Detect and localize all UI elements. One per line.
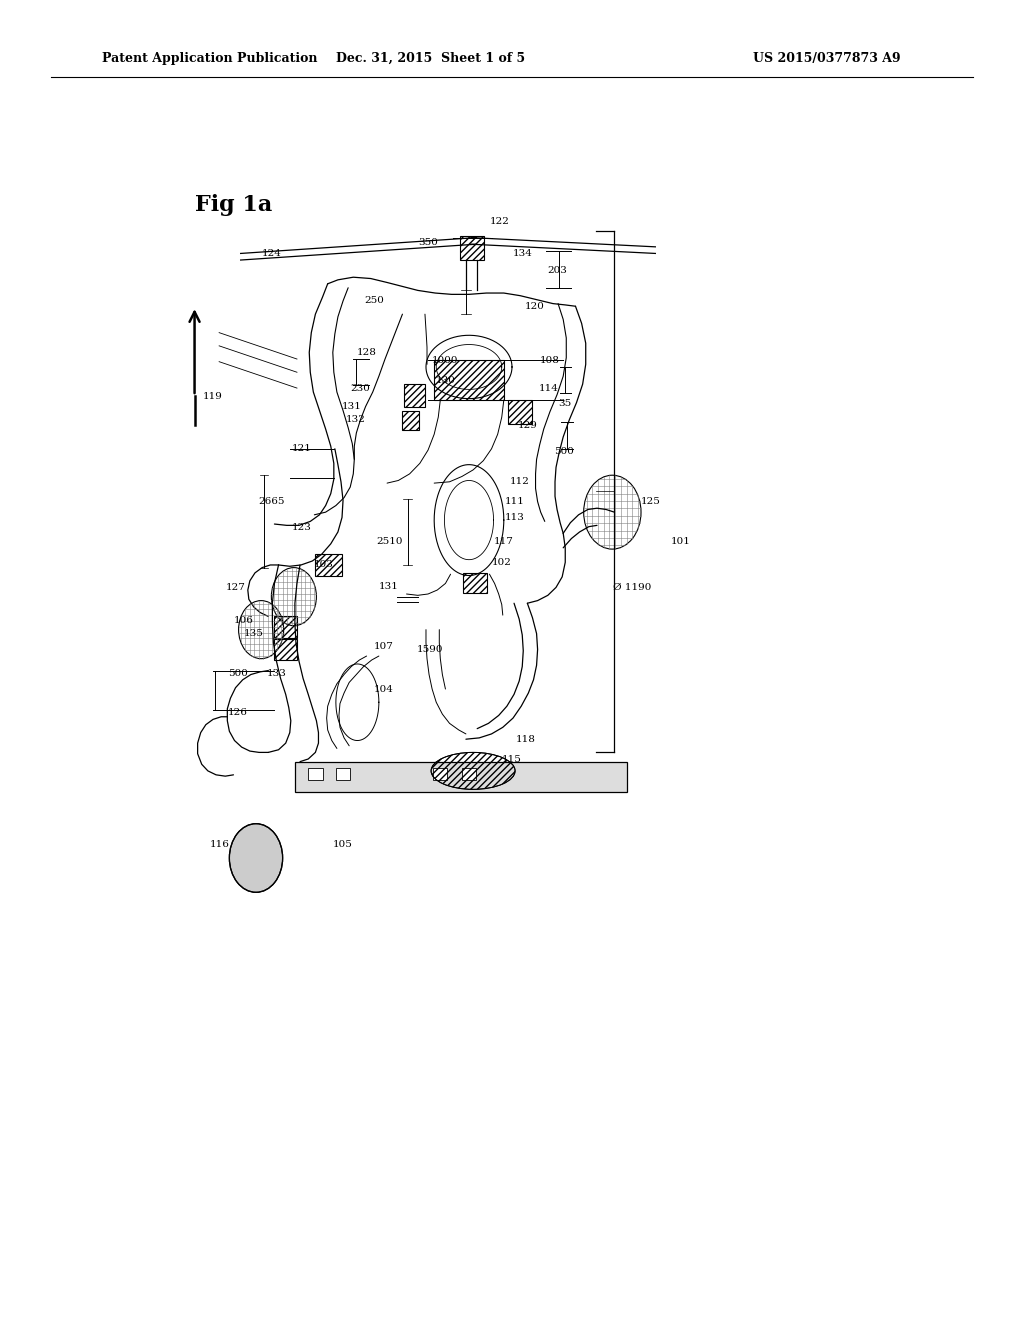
Text: 35: 35 bbox=[559, 400, 571, 408]
Text: 120: 120 bbox=[524, 302, 545, 310]
Text: 350: 350 bbox=[418, 239, 438, 247]
Text: US 2015/0377873 A9: US 2015/0377873 A9 bbox=[754, 51, 901, 65]
Text: Dec. 31, 2015  Sheet 1 of 5: Dec. 31, 2015 Sheet 1 of 5 bbox=[336, 51, 524, 65]
Text: 112: 112 bbox=[510, 478, 530, 486]
Bar bbox=[434, 360, 504, 400]
Text: 124: 124 bbox=[261, 249, 282, 257]
Bar bbox=[404, 384, 425, 407]
Text: 2665: 2665 bbox=[258, 498, 285, 506]
Text: 122: 122 bbox=[489, 218, 510, 226]
Text: 115: 115 bbox=[502, 755, 522, 763]
Text: 118: 118 bbox=[515, 735, 536, 743]
Text: 250: 250 bbox=[364, 297, 384, 305]
Bar bbox=[462, 768, 476, 780]
Text: 133: 133 bbox=[266, 669, 287, 677]
Bar bbox=[433, 768, 447, 780]
Bar bbox=[315, 554, 342, 576]
Text: 135: 135 bbox=[244, 630, 264, 638]
Text: 132: 132 bbox=[345, 416, 366, 424]
Text: 107: 107 bbox=[374, 643, 394, 651]
Bar bbox=[295, 762, 627, 792]
Text: Patent Application Publication: Patent Application Publication bbox=[102, 51, 317, 65]
Text: 114: 114 bbox=[539, 384, 559, 392]
Text: 116: 116 bbox=[210, 841, 230, 849]
Text: 103: 103 bbox=[313, 561, 334, 569]
Text: 123: 123 bbox=[292, 524, 312, 532]
Text: 131: 131 bbox=[379, 582, 399, 590]
Bar bbox=[336, 768, 350, 780]
Bar bbox=[274, 639, 297, 660]
Text: 111: 111 bbox=[505, 498, 525, 506]
Text: 130: 130 bbox=[435, 376, 456, 384]
Bar bbox=[274, 616, 297, 638]
Text: 126: 126 bbox=[227, 709, 248, 717]
Bar bbox=[463, 573, 487, 593]
Text: 105: 105 bbox=[333, 841, 353, 849]
Text: 2510: 2510 bbox=[376, 537, 402, 545]
Bar bbox=[508, 400, 532, 424]
Text: 203: 203 bbox=[547, 267, 567, 275]
Text: 117: 117 bbox=[494, 537, 514, 545]
Text: 102: 102 bbox=[492, 558, 512, 566]
Text: 104: 104 bbox=[374, 685, 394, 693]
Text: 500: 500 bbox=[554, 447, 574, 455]
Circle shape bbox=[229, 824, 283, 892]
Text: 108: 108 bbox=[540, 356, 560, 364]
Text: 113: 113 bbox=[505, 513, 525, 521]
Text: 106: 106 bbox=[233, 616, 254, 624]
Text: Fig 1a: Fig 1a bbox=[195, 194, 271, 215]
Text: 129: 129 bbox=[517, 421, 538, 429]
Text: 127: 127 bbox=[225, 583, 246, 591]
Text: 101: 101 bbox=[671, 537, 691, 545]
Bar bbox=[460, 236, 484, 260]
Bar bbox=[308, 768, 323, 780]
Bar bbox=[402, 411, 419, 430]
Text: 1590: 1590 bbox=[417, 645, 443, 653]
Text: 1000: 1000 bbox=[432, 356, 459, 364]
Text: 134: 134 bbox=[512, 249, 532, 257]
Text: Ø 1190: Ø 1190 bbox=[612, 583, 651, 591]
Text: 131: 131 bbox=[341, 403, 361, 411]
Text: 121: 121 bbox=[292, 445, 312, 453]
Text: 119: 119 bbox=[203, 392, 223, 400]
Text: 500: 500 bbox=[227, 669, 248, 677]
Text: 230: 230 bbox=[350, 384, 371, 392]
Text: 128: 128 bbox=[356, 348, 377, 356]
Text: 125: 125 bbox=[640, 498, 660, 506]
